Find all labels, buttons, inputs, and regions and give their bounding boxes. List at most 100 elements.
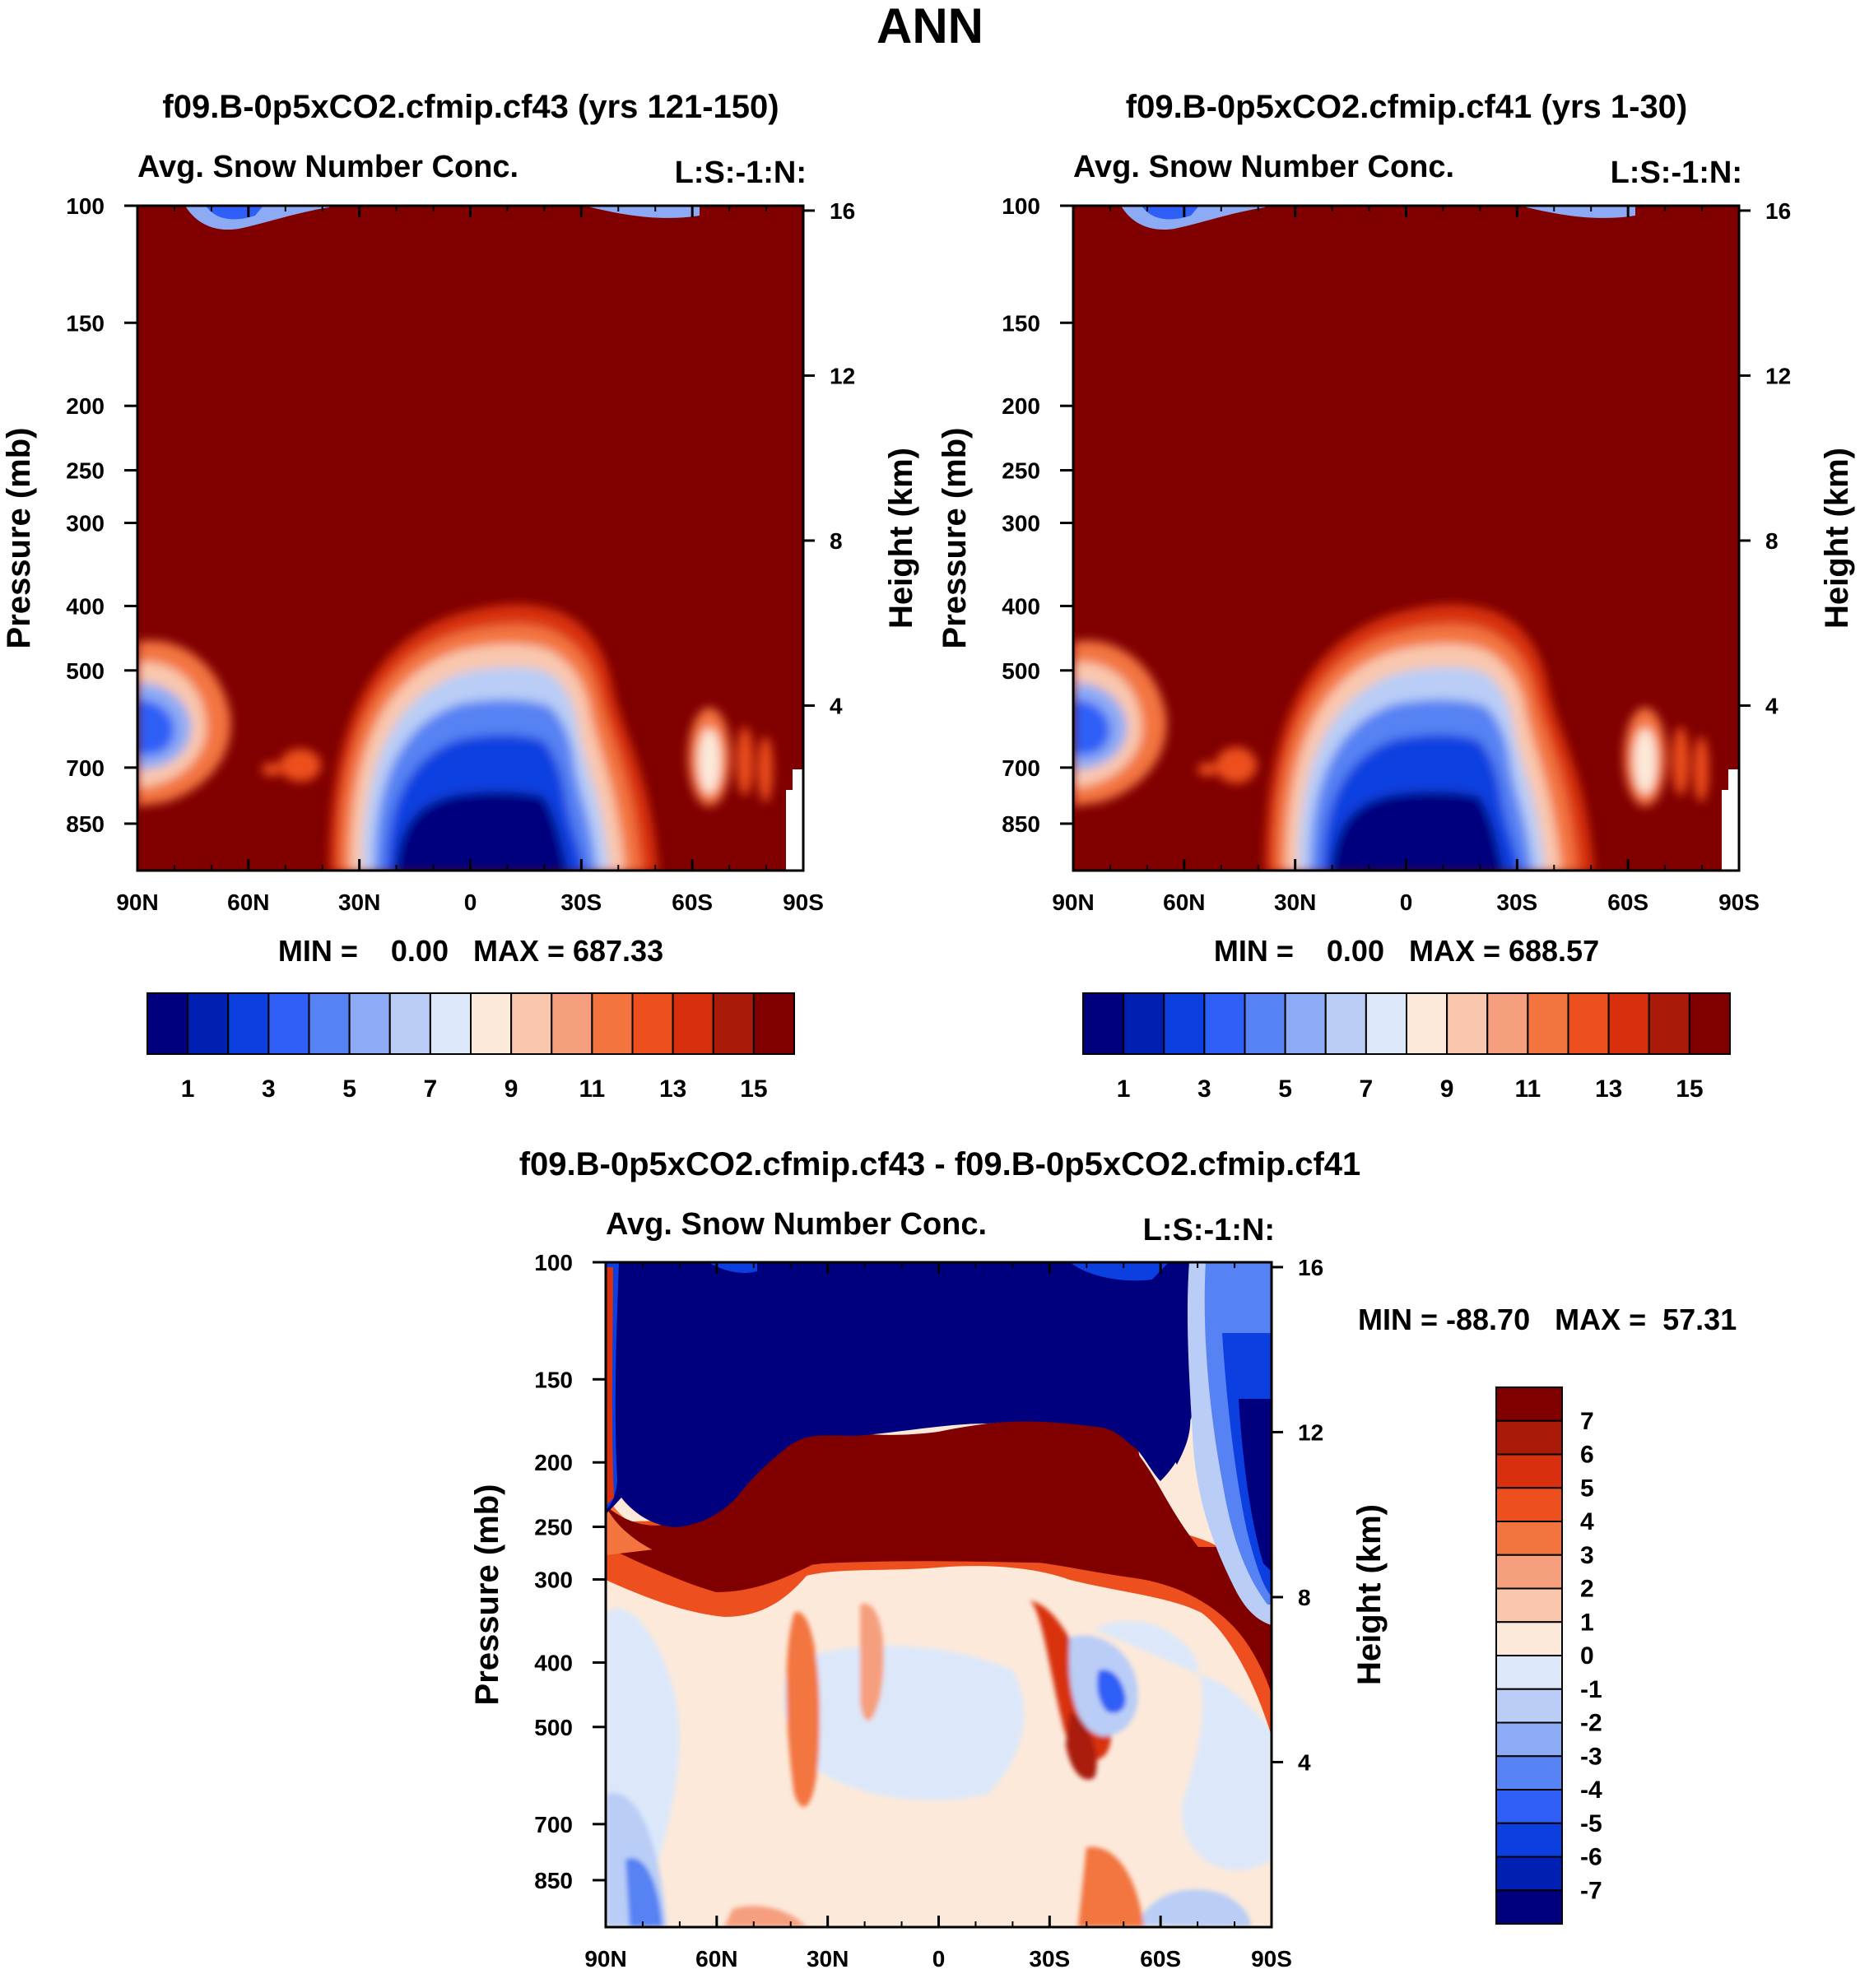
y-tick-label: 850: [66, 811, 105, 837]
y-tick-label: 500: [1002, 658, 1040, 684]
y-tick-label: 400: [534, 1650, 573, 1675]
panel-3-subtitle-left: Avg. Snow Number Conc.: [606, 1207, 987, 1242]
colorbar-label: 2: [1580, 1576, 1594, 1603]
colorbar-box: [1365, 992, 1407, 1055]
x-tick-label: 90N: [1052, 889, 1094, 915]
colorbar-label: 7: [424, 1075, 438, 1103]
panel-1-subtitle-right: L:S:-1:N:: [675, 156, 807, 190]
y-tick-label: 400: [1002, 593, 1040, 619]
colorbar-box: [388, 992, 431, 1055]
panel-2-axes: 90N 60N 30N 0 30S 60S 90S 100 150 200 250 300 400 500…: [1002, 193, 1791, 915]
colorbar-box: [1607, 992, 1650, 1055]
y-tick-label: 300: [66, 511, 105, 536]
y2-tick-label: 12: [1298, 1419, 1323, 1445]
panel-2: f09.B-0p5xCO2.cfmip.cf41 (yrs 1-30) Avg.…: [937, 89, 1855, 1103]
colorbar-label: 13: [1595, 1075, 1622, 1103]
panel-1-axes: 90N 60N 30N 0 30S 60S 90S 100 150 200 250 300 400 500…: [66, 193, 855, 915]
colorbar-box: [1495, 1755, 1563, 1791]
x-tick-label: 90S: [1718, 889, 1760, 915]
colorbar-label: -1: [1580, 1676, 1602, 1703]
y2-tick-label: 12: [830, 363, 855, 388]
y-tick-label: 200: [534, 1450, 573, 1475]
y-tick-label: 700: [1002, 755, 1040, 781]
panel-2-y2label: Height (km): [1819, 448, 1855, 629]
colorbar-box: [429, 992, 472, 1055]
colorbar-label: 3: [262, 1075, 276, 1103]
colorbar-label: -7: [1580, 1877, 1602, 1904]
colorbar-box: [1203, 992, 1246, 1055]
x-tick-label: 60S: [1140, 1946, 1181, 1972]
colorbar-box: [1324, 992, 1367, 1055]
colorbar-box: [1567, 992, 1610, 1055]
colorbar-box: [712, 992, 755, 1055]
y2-tick-label: 16: [1765, 198, 1791, 224]
y2-tick-label: 16: [830, 198, 855, 224]
y-tick-label: 150: [534, 1367, 573, 1392]
colorbar-label: 1: [1117, 1075, 1131, 1103]
y-tick-label: 250: [534, 1515, 573, 1540]
y2-tick-label: 16: [1298, 1255, 1323, 1280]
panel-1-y2label: Height (km): [883, 448, 919, 629]
panel-2-minmax: MIN = 0.00 MAX = 688.57: [1214, 934, 1599, 968]
y-tick-label: 850: [534, 1868, 573, 1893]
colorbar-label: -2: [1580, 1710, 1602, 1737]
colorbar-label: 4: [1580, 1508, 1594, 1535]
colorbar-box: [1244, 992, 1286, 1055]
x-tick-label: 30N: [807, 1946, 849, 1972]
colorbar-label: 6: [1580, 1442, 1594, 1469]
x-tick-label: 90S: [1251, 1946, 1292, 1972]
x-tick-label: 0: [1400, 889, 1413, 915]
colorbar-label: -4: [1580, 1777, 1602, 1804]
y-tick-label: 700: [66, 755, 105, 781]
colorbar-box: [1495, 1521, 1563, 1556]
colorbar-box: [1495, 1587, 1563, 1623]
colorbar-label: 11: [1515, 1075, 1541, 1103]
panel-3-ylabel: Pressure (mb): [469, 1484, 505, 1706]
panel-2-colorbar: 1 3 5 7 9 11 13 15: [1082, 992, 1731, 1103]
x-tick-label: 0: [464, 889, 477, 915]
y2-tick-label: 4: [1298, 1749, 1311, 1775]
colorbar-box: [227, 992, 270, 1055]
colorbar-label: -6: [1580, 1844, 1602, 1871]
colorbar-box: [1527, 992, 1569, 1055]
y-tick-label: 700: [534, 1812, 573, 1837]
colorbar-box: [1495, 1487, 1563, 1522]
panel-1-minmax: MIN = 0.00 MAX = 687.33: [278, 934, 663, 968]
panel-3-title: f09.B-0p5xCO2.cfmip.cf43 - f09.B-0p5xCO2…: [519, 1146, 1361, 1182]
x-tick-label: 60S: [672, 889, 713, 915]
y2-tick-label: 4: [1765, 693, 1779, 718]
panel-2-ylabel: Pressure (mb): [937, 428, 973, 649]
y2-tick-label: 4: [830, 693, 843, 718]
panel-2-contour-field: [1073, 206, 1739, 871]
colorbar-box: [1123, 992, 1165, 1055]
colorbar-box: [1495, 1856, 1563, 1892]
figure-title: ANN: [877, 0, 983, 53]
panel-1-ylabel: Pressure (mb): [1, 428, 37, 649]
y2-tick-label: 8: [1765, 528, 1779, 554]
colorbar-box: [1163, 992, 1206, 1055]
x-tick-label: 90S: [783, 889, 824, 915]
x-tick-label: 0: [932, 1946, 946, 1972]
panel-2-subtitle-left: Avg. Snow Number Conc.: [1073, 150, 1454, 184]
colorbar-label: 5: [342, 1075, 356, 1103]
x-tick-label: 90N: [116, 889, 158, 915]
panel-1-title: f09.B-0p5xCO2.cfmip.cf43 (yrs 121-150): [162, 89, 779, 125]
colorbar-box: [631, 992, 674, 1055]
colorbar-box: [187, 992, 230, 1055]
colorbar-box: [348, 992, 391, 1055]
x-tick-label: 60N: [695, 1946, 737, 1972]
panel-1-colorbar: 1 3 5 7 9 11 13 15: [146, 992, 795, 1103]
colorbar-box: [1495, 1621, 1563, 1656]
colorbar-box: [1495, 1688, 1563, 1724]
x-tick-label: 30S: [1496, 889, 1537, 915]
y-tick-label: 400: [66, 593, 105, 619]
colorbar-label: 7: [1580, 1408, 1594, 1435]
colorbar-box: [1495, 1453, 1563, 1489]
y-tick-label: 850: [1002, 811, 1040, 837]
y-tick-label: 100: [1002, 193, 1040, 219]
colorbar-box: [1406, 992, 1448, 1055]
colorbar-label: 11: [579, 1075, 606, 1103]
colorbar-box: [1495, 1419, 1563, 1456]
colorbar-box: [470, 992, 513, 1055]
y-tick-label: 300: [534, 1568, 573, 1593]
